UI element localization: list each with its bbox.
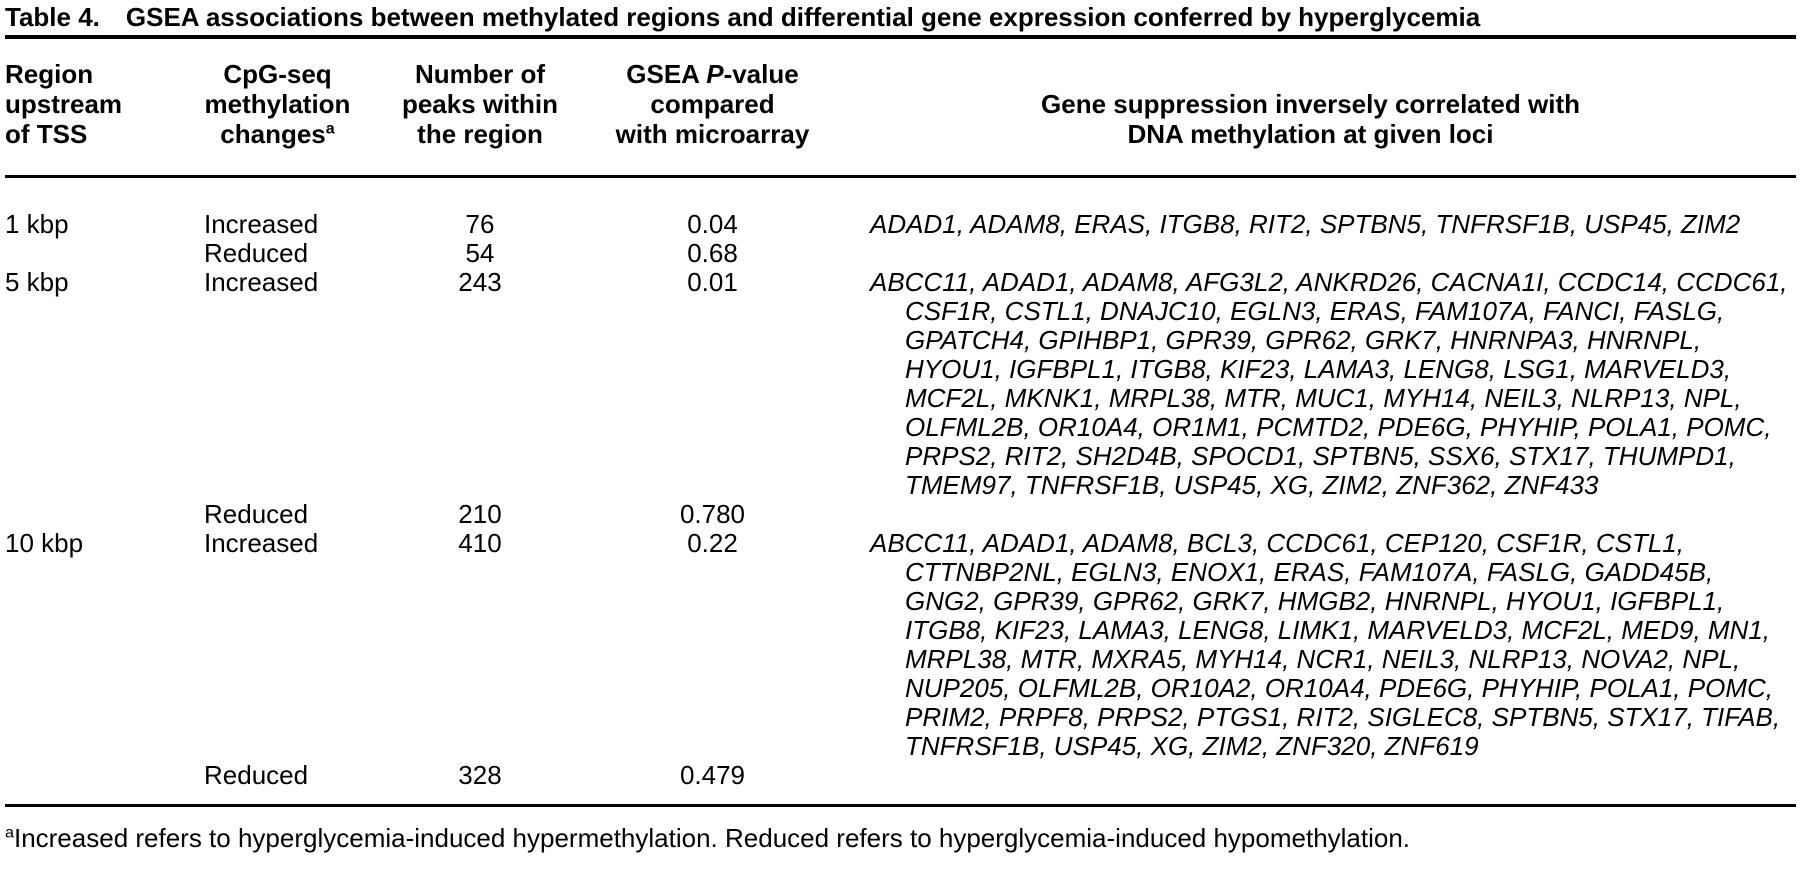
cell-change: Increased — [204, 209, 319, 239]
cell-pvalue: 0.68 — [687, 238, 738, 268]
cell-region: 1 kbp — [5, 209, 69, 239]
header-rule — [5, 175, 1796, 178]
cell-peaks: 410 — [458, 528, 502, 558]
table-number-label: Table 4. — [5, 2, 100, 32]
cell-pvalue: 0.04 — [687, 209, 738, 239]
cell-pvalue: 0.780 — [679, 499, 746, 529]
table-caption: Table 4. GSEA associations between methy… — [5, 2, 1796, 32]
top-rule — [5, 35, 1796, 39]
cell-change: Increased — [204, 267, 319, 297]
cell-peaks: 243 — [458, 267, 502, 297]
cell-change: Reduced — [204, 760, 309, 790]
table-footnote: aIncreased refers to hyperglycemia-induc… — [5, 807, 1796, 853]
cell-genes: ABCC11, ADAD1, ADAM8, AFG3L2, ANKRD26, C… — [870, 267, 1788, 500]
table-row: 5 kbp Increased 243 0.01 ABCC11, ADAD1, … — [5, 268, 1796, 500]
cell-region: 10 kbp — [5, 528, 84, 558]
cell-pvalue: 0.22 — [687, 528, 738, 558]
table-row: 1 kbp Increased 76 0.04 ADAD1, ADAM8, ER… — [5, 210, 1796, 239]
table-caption-text: GSEA associations between methylated reg… — [125, 2, 1481, 32]
column-header-region: Region upstream of TSS — [5, 59, 123, 149]
cell-peaks: 54 — [465, 238, 495, 268]
italic-p: P — [706, 59, 724, 89]
table-row: Reduced 210 0.780 — [5, 500, 1796, 529]
column-header-peaks: Number of peaks within the region — [401, 59, 559, 149]
column-header-pvalue: GSEA P-value compared with microarray — [615, 59, 810, 149]
table-row: Reduced 54 0.68 — [5, 239, 1796, 268]
bottom-rule — [5, 804, 1796, 807]
cell-change: Reduced — [204, 238, 309, 268]
cell-peaks: 76 — [465, 209, 495, 239]
cell-change: Reduced — [204, 499, 309, 529]
column-header-genes: Gene suppression inversely correlated wi… — [1041, 89, 1580, 149]
footnote-text: Increased refers to hyperglycemia-induce… — [13, 823, 1411, 853]
table-body: 1 kbp Increased 76 0.04 ADAD1, ADAM8, ER… — [5, 178, 1796, 804]
cell-peaks: 210 — [458, 499, 502, 529]
cell-pvalue: 0.01 — [687, 267, 738, 297]
cell-genes: ABCC11, ADAD1, ADAM8, BCL3, CCDC61, CEP1… — [870, 528, 1781, 761]
column-header-methylation-changes: CpG-seq methylation changesa — [204, 59, 351, 149]
cell-region: 5 kbp — [5, 267, 69, 297]
table-row: 10 kbp Increased 410 0.22 ABCC11, ADAD1,… — [5, 529, 1796, 761]
table-header-row: Region upstream of TSS CpG-seq methylati… — [5, 39, 1796, 175]
table-row: Reduced 328 0.479 — [5, 761, 1796, 790]
footnote-marker-a: a — [5, 823, 14, 842]
cell-change: Increased — [204, 528, 319, 558]
cell-pvalue: 0.479 — [679, 760, 746, 790]
footnote-marker-a: a — [325, 119, 335, 138]
cell-genes: ADAD1, ADAM8, ERAS, ITGB8, RIT2, SPTBN5,… — [870, 209, 1741, 239]
cell-peaks: 328 — [458, 760, 502, 790]
